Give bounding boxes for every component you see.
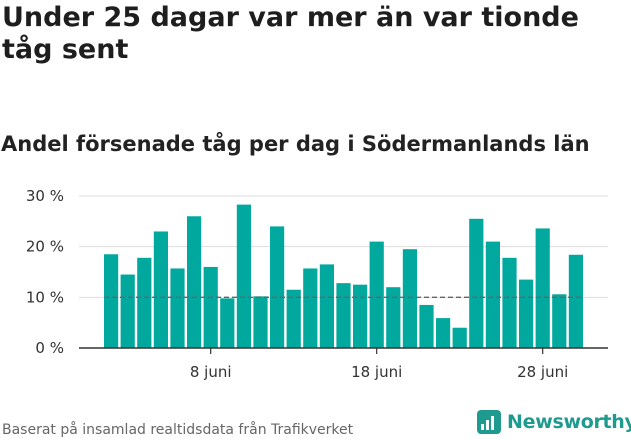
bar xyxy=(568,254,583,348)
bar xyxy=(187,216,202,348)
bar xyxy=(120,274,135,348)
x-tick-label: 8 juni xyxy=(190,363,232,381)
bar xyxy=(270,226,285,348)
y-tick-label: 30 % xyxy=(26,187,64,205)
y-tick-label: 20 % xyxy=(26,238,64,256)
x-tick-label: 18 juni xyxy=(351,363,402,381)
bar xyxy=(485,241,500,348)
brand-name: Newsworthy xyxy=(507,411,631,433)
bar xyxy=(253,296,268,348)
bar xyxy=(353,284,368,348)
bar xyxy=(402,249,417,348)
y-tick-label: 0 % xyxy=(35,339,64,357)
bar xyxy=(502,257,517,348)
bar xyxy=(386,287,401,348)
chart-subtitle: Andel försenade tåg per dag i Södermanla… xyxy=(1,132,590,156)
bar xyxy=(369,241,384,348)
bar xyxy=(170,268,185,348)
bar xyxy=(469,218,484,348)
bar xyxy=(303,268,318,348)
bar xyxy=(286,289,301,348)
y-tick-label: 10 % xyxy=(26,288,64,306)
bars xyxy=(104,204,583,348)
bar xyxy=(153,231,168,348)
bar xyxy=(419,304,434,348)
bar xyxy=(319,264,334,348)
bar xyxy=(552,294,567,348)
bar xyxy=(336,283,351,348)
bar xyxy=(452,327,467,348)
brand-logo: Newsworthy xyxy=(477,407,631,437)
bar-chart: 0 % 10 % 20 % 30 % 8 juni 18 juni 28 juni xyxy=(26,187,608,381)
bar xyxy=(203,266,218,348)
bar xyxy=(137,257,152,348)
bar xyxy=(104,254,119,348)
bar xyxy=(436,318,451,348)
source-note: Baserat på insamlad realtidsdata från Tr… xyxy=(2,422,354,438)
chart-title: Under 25 dagar var mer än var tionde tåg… xyxy=(2,2,579,65)
chart-logo-icon xyxy=(477,410,501,434)
bar xyxy=(535,228,550,348)
bar xyxy=(519,279,534,348)
bar xyxy=(236,204,251,348)
y-axis-labels: 0 % 10 % 20 % 30 % xyxy=(26,187,64,357)
x-tick-label: 28 juni xyxy=(517,363,568,381)
x-axis: 8 juni 18 juni 28 juni xyxy=(79,347,608,381)
bar xyxy=(220,298,235,348)
